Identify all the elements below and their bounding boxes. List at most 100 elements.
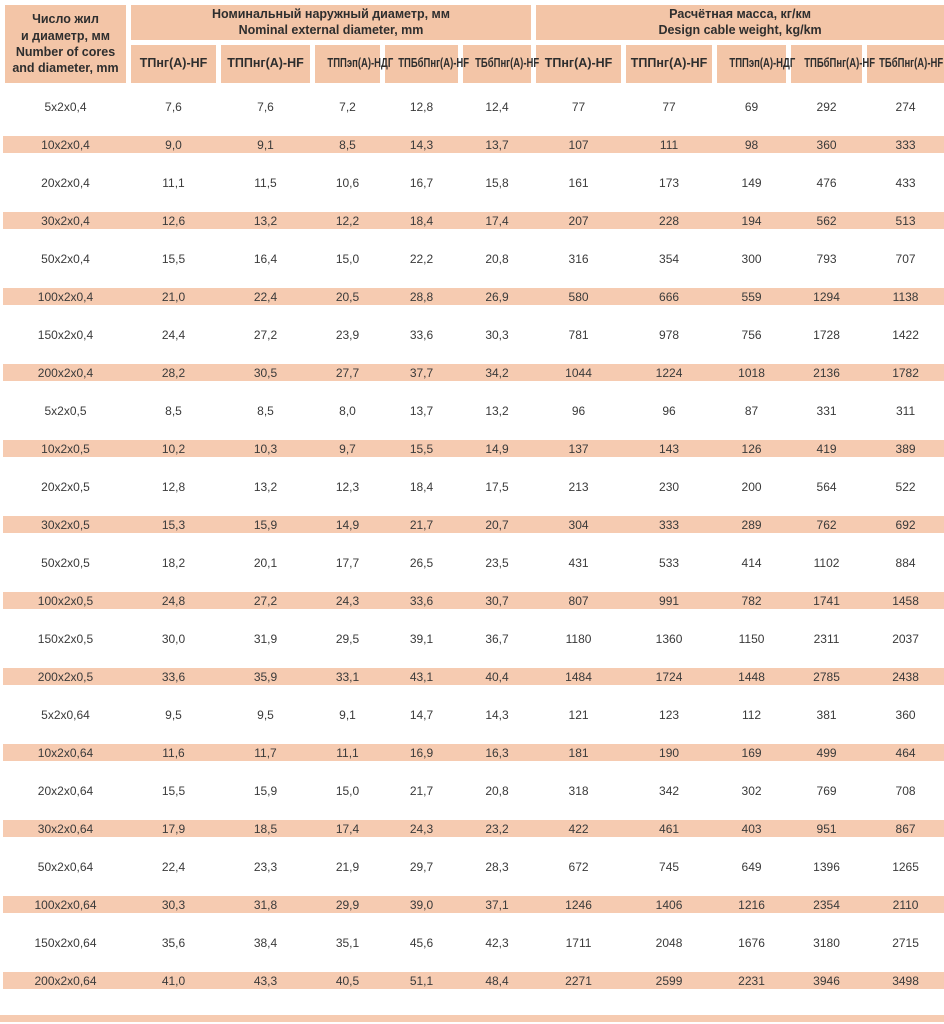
diameter-value-cell: 27,2 bbox=[218, 581, 313, 620]
cable-spec-table: Число жил и диаметр, мм Number of cores … bbox=[0, 0, 944, 1000]
weight-value-cell: 522 bbox=[864, 467, 944, 506]
diameter-value-cell: 12,8 bbox=[382, 85, 461, 126]
weight-value-cell: 745 bbox=[623, 847, 715, 886]
weight-value-cell: 562 bbox=[788, 201, 865, 240]
weight-value-cell: 1216 bbox=[714, 885, 789, 924]
weight-value-cell: 2136 bbox=[788, 353, 865, 392]
diameter-value-cell: 14,9 bbox=[460, 429, 534, 468]
column-header-diameter-tbbpng: ТБбПнг(А)-HF bbox=[457, 39, 539, 88]
weight-value-cell: 1044 bbox=[533, 353, 624, 392]
diameter-value-cell: 40,4 bbox=[460, 657, 534, 696]
diameter-value-cell: 10,3 bbox=[218, 429, 313, 468]
weight-value-cell: 311 bbox=[864, 391, 944, 430]
weight-value-cell: 1741 bbox=[788, 581, 865, 620]
weight-value-cell: 69 bbox=[714, 85, 789, 126]
weight-value-cell: 381 bbox=[788, 695, 865, 734]
weight-value-cell: 77 bbox=[623, 85, 715, 126]
weight-value-cell: 302 bbox=[714, 771, 789, 810]
column-header-diameter-tpng: ТПнг(А)-HF bbox=[126, 39, 221, 88]
diameter-value-cell: 36,7 bbox=[460, 619, 534, 658]
table-row: 200x2x0,5 33,6 35,9 33,1 43,1 40,4 1484 1724 144… bbox=[2, 657, 944, 696]
diameter-value-cell: 29,7 bbox=[382, 847, 461, 886]
diameter-value-cell: 39,0 bbox=[382, 885, 461, 924]
table-row: 100x2x0,64 30,3 31,8 29,9 39,0 37,1 1246 1406 12… bbox=[2, 885, 944, 924]
weight-value-cell: 1422 bbox=[864, 315, 944, 354]
row-label-cell: 200x2x0,4 bbox=[2, 353, 129, 392]
weight-value-cell: 414 bbox=[714, 543, 789, 582]
diameter-value-cell: 13,2 bbox=[218, 201, 313, 240]
diameter-value-cell: 15,5 bbox=[128, 239, 219, 278]
weight-value-cell: 360 bbox=[788, 125, 865, 164]
weight-value-cell: 137 bbox=[533, 429, 624, 468]
table-row: 10x2x0,64 11,6 11,7 11,1 16,9 16,3 181 190 169 49… bbox=[2, 733, 944, 772]
weight-value-cell: 354 bbox=[623, 239, 715, 278]
weight-value-cell: 666 bbox=[623, 277, 715, 316]
weight-value-cell: 769 bbox=[788, 771, 865, 810]
table-row: 20x2x0,5 12,8 13,2 12,3 18,4 17,5 213 230 200 564… bbox=[2, 467, 944, 506]
column-header-diameter-tppng: ТППнг(А)-HF bbox=[216, 39, 315, 88]
weight-value-cell: 112 bbox=[714, 695, 789, 734]
diameter-value-cell: 30,5 bbox=[218, 353, 313, 392]
weight-value-cell: 707 bbox=[864, 239, 944, 278]
diameter-value-cell: 8,5 bbox=[218, 391, 313, 430]
weight-value-cell: 2785 bbox=[788, 657, 865, 696]
weight-value-cell: 1246 bbox=[533, 885, 624, 924]
weight-value-cell: 161 bbox=[533, 163, 624, 202]
diameter-value-cell: 7,2 bbox=[312, 85, 383, 126]
weight-value-cell: 951 bbox=[788, 809, 865, 848]
weight-value-cell: 111 bbox=[623, 125, 715, 164]
diameter-value-cell: 35,6 bbox=[128, 923, 219, 962]
row-label-header-en: Number of cores and diameter, mm bbox=[12, 44, 119, 75]
weight-value-cell: 107 bbox=[533, 125, 624, 164]
weight-value-cell: 419 bbox=[788, 429, 865, 468]
diameter-value-cell: 33,6 bbox=[128, 657, 219, 696]
weight-value-cell: 207 bbox=[533, 201, 624, 240]
diameter-value-cell: 43,3 bbox=[218, 961, 313, 1000]
table-row: 5x2x0,4 7,6 7,6 7,2 12,8 12,4 77 77 69 292 274 bbox=[2, 85, 944, 126]
weight-value-cell: 807 bbox=[533, 581, 624, 620]
weight-value-cell: 1150 bbox=[714, 619, 789, 658]
row-label-cell: 5x2x0,4 bbox=[2, 85, 129, 126]
table-row: 10x2x0,5 10,2 10,3 9,7 15,5 14,9 137 143 126 419 3… bbox=[2, 429, 944, 468]
diameter-value-cell: 17,4 bbox=[312, 809, 383, 848]
weight-value-cell: 1180 bbox=[533, 619, 624, 658]
diameter-value-cell: 28,8 bbox=[382, 277, 461, 316]
diameter-value-cell: 7,6 bbox=[218, 85, 313, 126]
weight-value-cell: 1396 bbox=[788, 847, 865, 886]
diameter-value-cell: 21,7 bbox=[382, 505, 461, 544]
row-label-cell: 5x2x0,64 bbox=[2, 695, 129, 734]
diameter-value-cell: 35,9 bbox=[218, 657, 313, 696]
row-label-cell: 20x2x0,64 bbox=[2, 771, 129, 810]
weight-value-cell: 793 bbox=[788, 239, 865, 278]
column-header-weight-tpbbpng: ТПБбПнг(А)-HF bbox=[786, 39, 875, 88]
diameter-value-cell: 15,0 bbox=[312, 239, 383, 278]
diameter-value-cell: 14,9 bbox=[312, 505, 383, 544]
row-label-header-ru: Число жил и диаметр, мм bbox=[21, 12, 110, 43]
diameter-value-cell: 7,6 bbox=[128, 85, 219, 126]
column-header-weight-tbbpng: ТБбПнг(А)-HF bbox=[862, 39, 944, 88]
row-label-cell: 5x2x0,5 bbox=[2, 391, 129, 430]
weight-value-cell: 2110 bbox=[864, 885, 944, 924]
diameter-value-cell: 24,4 bbox=[128, 315, 219, 354]
row-label-cell: 30x2x0,4 bbox=[2, 201, 129, 240]
diameter-value-cell: 21,9 bbox=[312, 847, 383, 886]
weight-value-cell: 98 bbox=[714, 125, 789, 164]
weight-value-cell: 431 bbox=[533, 543, 624, 582]
row-label-cell: 30x2x0,5 bbox=[2, 505, 129, 544]
diameter-value-cell: 15,0 bbox=[312, 771, 383, 810]
weight-value-cell: 2354 bbox=[788, 885, 865, 924]
weight-value-cell: 559 bbox=[714, 277, 789, 316]
table-row: 30x2x0,4 12,6 13,2 12,2 18,4 17,4 207 228 194 562… bbox=[2, 201, 944, 240]
table-row: 200x2x0,4 28,2 30,5 27,7 37,7 34,2 1044 1224 101… bbox=[2, 353, 944, 392]
weight-value-cell: 461 bbox=[623, 809, 715, 848]
table-row: 150x2x0,4 24,4 27,2 23,9 33,6 30,3 781 978 756 17… bbox=[2, 315, 944, 354]
diameter-value-cell: 16,9 bbox=[382, 733, 461, 772]
diameter-value-cell: 30,3 bbox=[128, 885, 219, 924]
weight-value-cell: 1360 bbox=[623, 619, 715, 658]
weight-value-cell: 991 bbox=[623, 581, 715, 620]
weight-value-cell: 756 bbox=[714, 315, 789, 354]
weight-value-cell: 1711 bbox=[533, 923, 624, 962]
diameter-value-cell: 8,5 bbox=[312, 125, 383, 164]
weight-value-cell: 200 bbox=[714, 467, 789, 506]
diameter-value-cell: 9,1 bbox=[312, 695, 383, 734]
